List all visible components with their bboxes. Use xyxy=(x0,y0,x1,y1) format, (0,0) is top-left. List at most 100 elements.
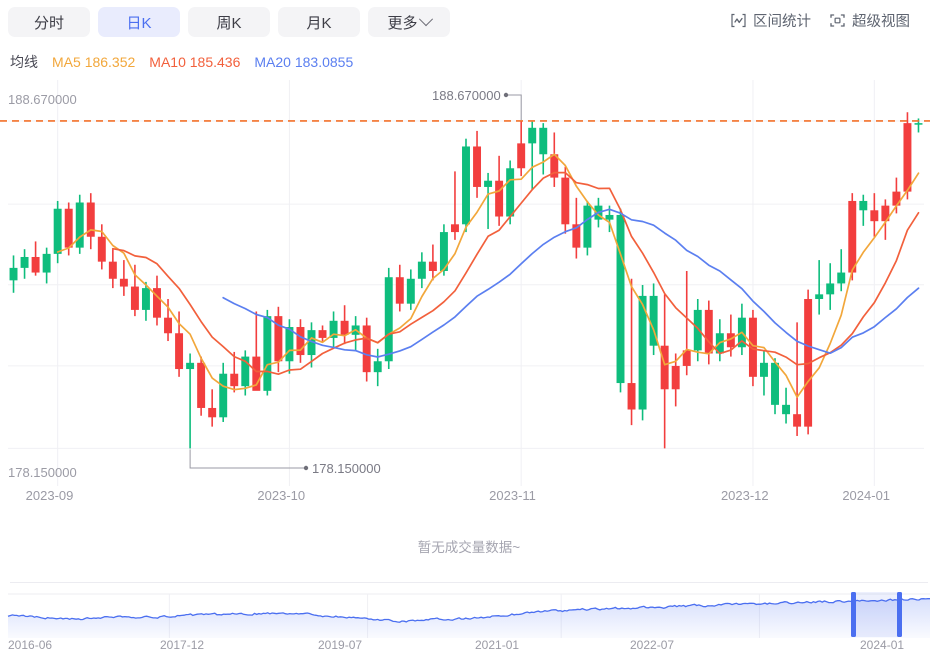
candle-body xyxy=(417,261,426,279)
navigator-x-tick: 2019-07 xyxy=(318,638,363,652)
tab-daily-k[interactable]: 日K xyxy=(98,7,180,37)
candle-body xyxy=(219,373,228,418)
candle-body xyxy=(771,362,779,405)
candle-body xyxy=(682,350,691,366)
candle-body xyxy=(693,309,702,351)
x-axis: 2023-09 2023-10 2023-11 2023-12 2024-01 xyxy=(0,488,938,510)
chevron-down-icon xyxy=(418,12,433,27)
navigator-handle-left[interactable] xyxy=(851,592,856,637)
candle-body xyxy=(826,283,835,295)
candle-body xyxy=(726,333,735,348)
candle-body xyxy=(340,320,349,335)
range-navigator[interactable]: 2016-06 2017-12 2019-07 2021-01 2022-07 2024-… xyxy=(0,582,938,671)
x-axis-tick: 2023-11 xyxy=(489,488,536,503)
candle-body xyxy=(97,236,106,262)
ma10-value: 185.436 xyxy=(189,54,241,70)
candle-body xyxy=(572,224,581,248)
candle-body xyxy=(428,261,437,271)
candle-body xyxy=(439,232,448,271)
candle-body xyxy=(671,365,680,390)
tab-monthly-k-label: 月K xyxy=(306,14,332,32)
candle-body xyxy=(782,404,791,415)
candle-body xyxy=(837,272,846,284)
ma20-value: 183.0855 xyxy=(294,54,354,70)
candle-body xyxy=(75,202,84,248)
candle-body xyxy=(53,208,62,254)
tab-more[interactable]: 更多 xyxy=(368,7,450,37)
candle-body xyxy=(550,154,559,178)
ma10-label: MA10 xyxy=(149,54,186,70)
volume-empty-message: 暂无成交量数据~ xyxy=(417,540,521,555)
candle-body xyxy=(20,256,29,268)
candle-body xyxy=(130,286,139,310)
ma-legend: 均线 MA5 186.352 MA10 185.436 MA20 183.085… xyxy=(10,52,353,72)
range-statistics-icon xyxy=(730,13,747,28)
tab-monthly-k[interactable]: 月K xyxy=(278,7,360,37)
navigator-selection-window[interactable] xyxy=(856,592,897,637)
low-annotation-leader xyxy=(189,449,306,469)
candle-body xyxy=(329,320,338,338)
candle-body xyxy=(484,180,493,187)
candle-body xyxy=(42,253,51,273)
ma5-value: 186.352 xyxy=(84,54,136,70)
tab-weekly-k-label: 周K xyxy=(216,14,242,32)
chart-toolbar: 分时 日K 周K 月K 更多 区间统计 xyxy=(0,0,938,44)
range-statistics-button[interactable]: 区间统计 xyxy=(730,10,811,31)
chart-tools: 区间统计 超级视图 xyxy=(730,10,910,31)
super-view-label: 超级视图 xyxy=(852,14,910,30)
candle-body xyxy=(649,295,658,346)
candle-body xyxy=(406,278,415,304)
tab-timeline[interactable]: 分时 xyxy=(8,7,90,37)
super-view-button[interactable]: 超级视图 xyxy=(829,10,910,31)
navigator-handle-right[interactable] xyxy=(897,592,902,637)
navigator-area-fill xyxy=(8,598,930,638)
candle-body xyxy=(914,123,923,125)
navigator-x-tick: 2021-01 xyxy=(475,638,520,652)
ma5-label: MA5 xyxy=(52,54,81,70)
navigator-x-axis: 2016-06 2017-12 2019-07 2021-01 2022-07 2024-… xyxy=(0,638,938,658)
tab-weekly-k[interactable]: 周K xyxy=(188,7,270,37)
navigator-x-tick: 2024-01 xyxy=(860,638,905,652)
candlestick-plot xyxy=(0,80,930,486)
candle-body xyxy=(263,316,272,391)
candle-body xyxy=(164,317,172,334)
low-annotation-dot xyxy=(303,465,309,471)
super-view-icon xyxy=(829,13,846,28)
candle-body xyxy=(870,210,879,222)
tab-timeline-label: 分时 xyxy=(33,14,64,32)
candle-body xyxy=(230,373,239,387)
candle-body xyxy=(903,123,912,192)
ma-legend-title: 均线 xyxy=(10,54,38,70)
candle-body xyxy=(296,327,305,356)
period-tabs: 分时 日K 周K 月K 更多 xyxy=(8,7,450,37)
candle-body xyxy=(241,356,250,387)
candlestick-chart[interactable]: 188.670000 178.150000 188.670000 178.150… xyxy=(0,78,938,488)
candle-body xyxy=(252,356,261,391)
navigator-sparkline xyxy=(7,593,930,638)
navigator-divider xyxy=(10,582,928,583)
candle-body xyxy=(815,294,824,300)
candle-body xyxy=(495,180,504,217)
candle-body xyxy=(760,362,768,377)
candle-body xyxy=(848,200,857,273)
candle-body xyxy=(462,146,470,225)
ma10-line xyxy=(111,171,920,376)
candle-body xyxy=(704,309,713,354)
x-axis-tick: 2023-09 xyxy=(25,488,74,503)
candle-body xyxy=(793,414,802,427)
ma10-legend-item[interactable]: MA10 185.436 xyxy=(149,54,240,70)
candle-body xyxy=(362,325,371,373)
range-statistics-label: 区间统计 xyxy=(753,14,811,30)
ma20-legend-item[interactable]: MA20 183.0855 xyxy=(254,54,353,70)
ma5-legend-item[interactable]: MA5 186.352 xyxy=(52,54,135,70)
candle-body xyxy=(108,261,117,279)
ma5-line xyxy=(56,153,920,398)
x-axis-tick: 2023-12 xyxy=(720,488,769,503)
candle-body xyxy=(528,127,537,144)
candle-body xyxy=(208,407,217,418)
candle-body xyxy=(638,295,647,410)
candle-body xyxy=(395,277,404,304)
candle-body xyxy=(627,383,636,410)
candle-body xyxy=(561,177,570,225)
